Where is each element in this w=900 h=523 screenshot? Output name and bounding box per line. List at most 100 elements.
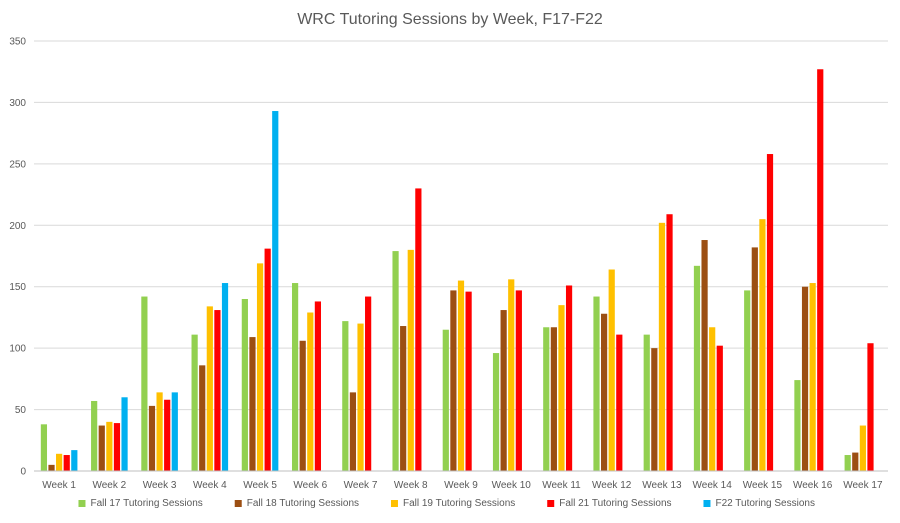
legend-label: Fall 19 Tutoring Sessions [403, 498, 515, 509]
bar [314, 301, 321, 471]
legend-label: F22 Tutoring Sessions [715, 498, 815, 509]
legend-swatch [547, 500, 555, 507]
bar [40, 424, 48, 471]
bar [48, 464, 55, 471]
bar [291, 283, 299, 471]
y-tick-label: 100 [9, 344, 26, 355]
bar [766, 154, 774, 471]
bar [415, 188, 422, 471]
bar [113, 423, 121, 471]
legend-label: Fall 21 Tutoring Sessions [559, 498, 671, 509]
y-tick-label: 300 [9, 98, 26, 109]
x-tick-label: Week 7 [344, 480, 378, 491]
bar [357, 323, 364, 471]
bar [191, 334, 198, 471]
x-tick-label: Week 17 [843, 480, 883, 491]
bar [214, 310, 221, 471]
x-tick-label: Week 5 [243, 480, 277, 491]
y-tick-label: 150 [9, 282, 26, 293]
chart-title: WRC Tutoring Sessions by Week, F17-F22 [297, 11, 603, 28]
bar [392, 251, 399, 471]
bar [407, 249, 414, 471]
bar [256, 263, 264, 471]
bar [206, 306, 213, 471]
x-tick-label: Week 15 [743, 480, 783, 491]
bar [601, 313, 608, 471]
x-tick-label: Week 6 [293, 480, 327, 491]
bar [817, 69, 824, 471]
x-tick-label: Week 16 [793, 480, 833, 491]
bar [141, 296, 148, 471]
bar [342, 321, 349, 471]
y-tick-label: 50 [15, 405, 27, 416]
bar [492, 353, 500, 471]
bar [71, 450, 78, 471]
bar [809, 283, 816, 471]
x-tick-label: Week 13 [642, 480, 682, 491]
bar [801, 286, 809, 471]
x-tick-label: Week 2 [92, 480, 126, 491]
bar [709, 327, 716, 471]
bar [515, 290, 522, 471]
bar [751, 247, 758, 471]
y-tick-label: 250 [9, 159, 26, 170]
bar [98, 425, 105, 471]
bar [508, 279, 515, 471]
legend: Fall 17 Tutoring Sessions Fall 18 Tutorin… [78, 498, 815, 509]
bar [716, 345, 723, 471]
bar [164, 399, 171, 471]
legend-label: Fall 18 Tutoring Sessions [247, 498, 359, 509]
bar [500, 310, 507, 471]
legend-swatch [234, 500, 242, 507]
x-tick-label: Week 9 [444, 480, 478, 491]
x-tick-label: Week 4 [193, 480, 227, 491]
bar [156, 392, 163, 471]
x-tick-label: Week 1 [42, 480, 76, 491]
bar [199, 365, 206, 471]
bar [794, 380, 801, 471]
x-tick-label: Week 14 [693, 480, 733, 491]
legend-swatch [703, 500, 711, 507]
bar [264, 248, 271, 471]
bar [550, 327, 557, 471]
bar [701, 240, 708, 471]
bars [40, 69, 874, 472]
bar [693, 265, 701, 471]
bar [859, 425, 866, 471]
y-tick-label: 350 [9, 37, 26, 48]
bar [349, 392, 357, 471]
legend-swatch [78, 500, 86, 507]
bar [465, 291, 472, 471]
x-tick-label: Week 12 [592, 480, 632, 491]
bar [666, 214, 673, 471]
bar [608, 269, 615, 471]
legend-label: Fall 17 Tutoring Sessions [90, 498, 202, 509]
bar [543, 327, 550, 471]
bar [651, 348, 658, 471]
bar [759, 219, 766, 471]
bar [121, 397, 128, 471]
bar [365, 296, 372, 471]
bar [171, 392, 178, 471]
x-tick-label: Week 8 [394, 480, 428, 491]
y-tick-label: 0 [20, 467, 26, 478]
bar [299, 340, 306, 471]
bar [744, 290, 751, 471]
x-axis-ticks: Week 1 Week 2 Week 3 Week 4 Week 5 Week 6 Week… [42, 480, 883, 491]
bar [91, 400, 98, 471]
bar [616, 334, 623, 471]
y-axis-ticks: 0 50 100 150 200 250 300 350 [9, 37, 26, 478]
bar [221, 283, 229, 471]
x-tick-label: Week 10 [492, 480, 532, 491]
bar [658, 222, 666, 471]
bar [643, 334, 650, 471]
bar [450, 290, 457, 471]
y-tick-label: 200 [9, 221, 26, 232]
bar [249, 337, 256, 471]
bar [558, 305, 565, 471]
bar [400, 326, 407, 471]
bar [457, 280, 465, 471]
bar [56, 453, 63, 471]
